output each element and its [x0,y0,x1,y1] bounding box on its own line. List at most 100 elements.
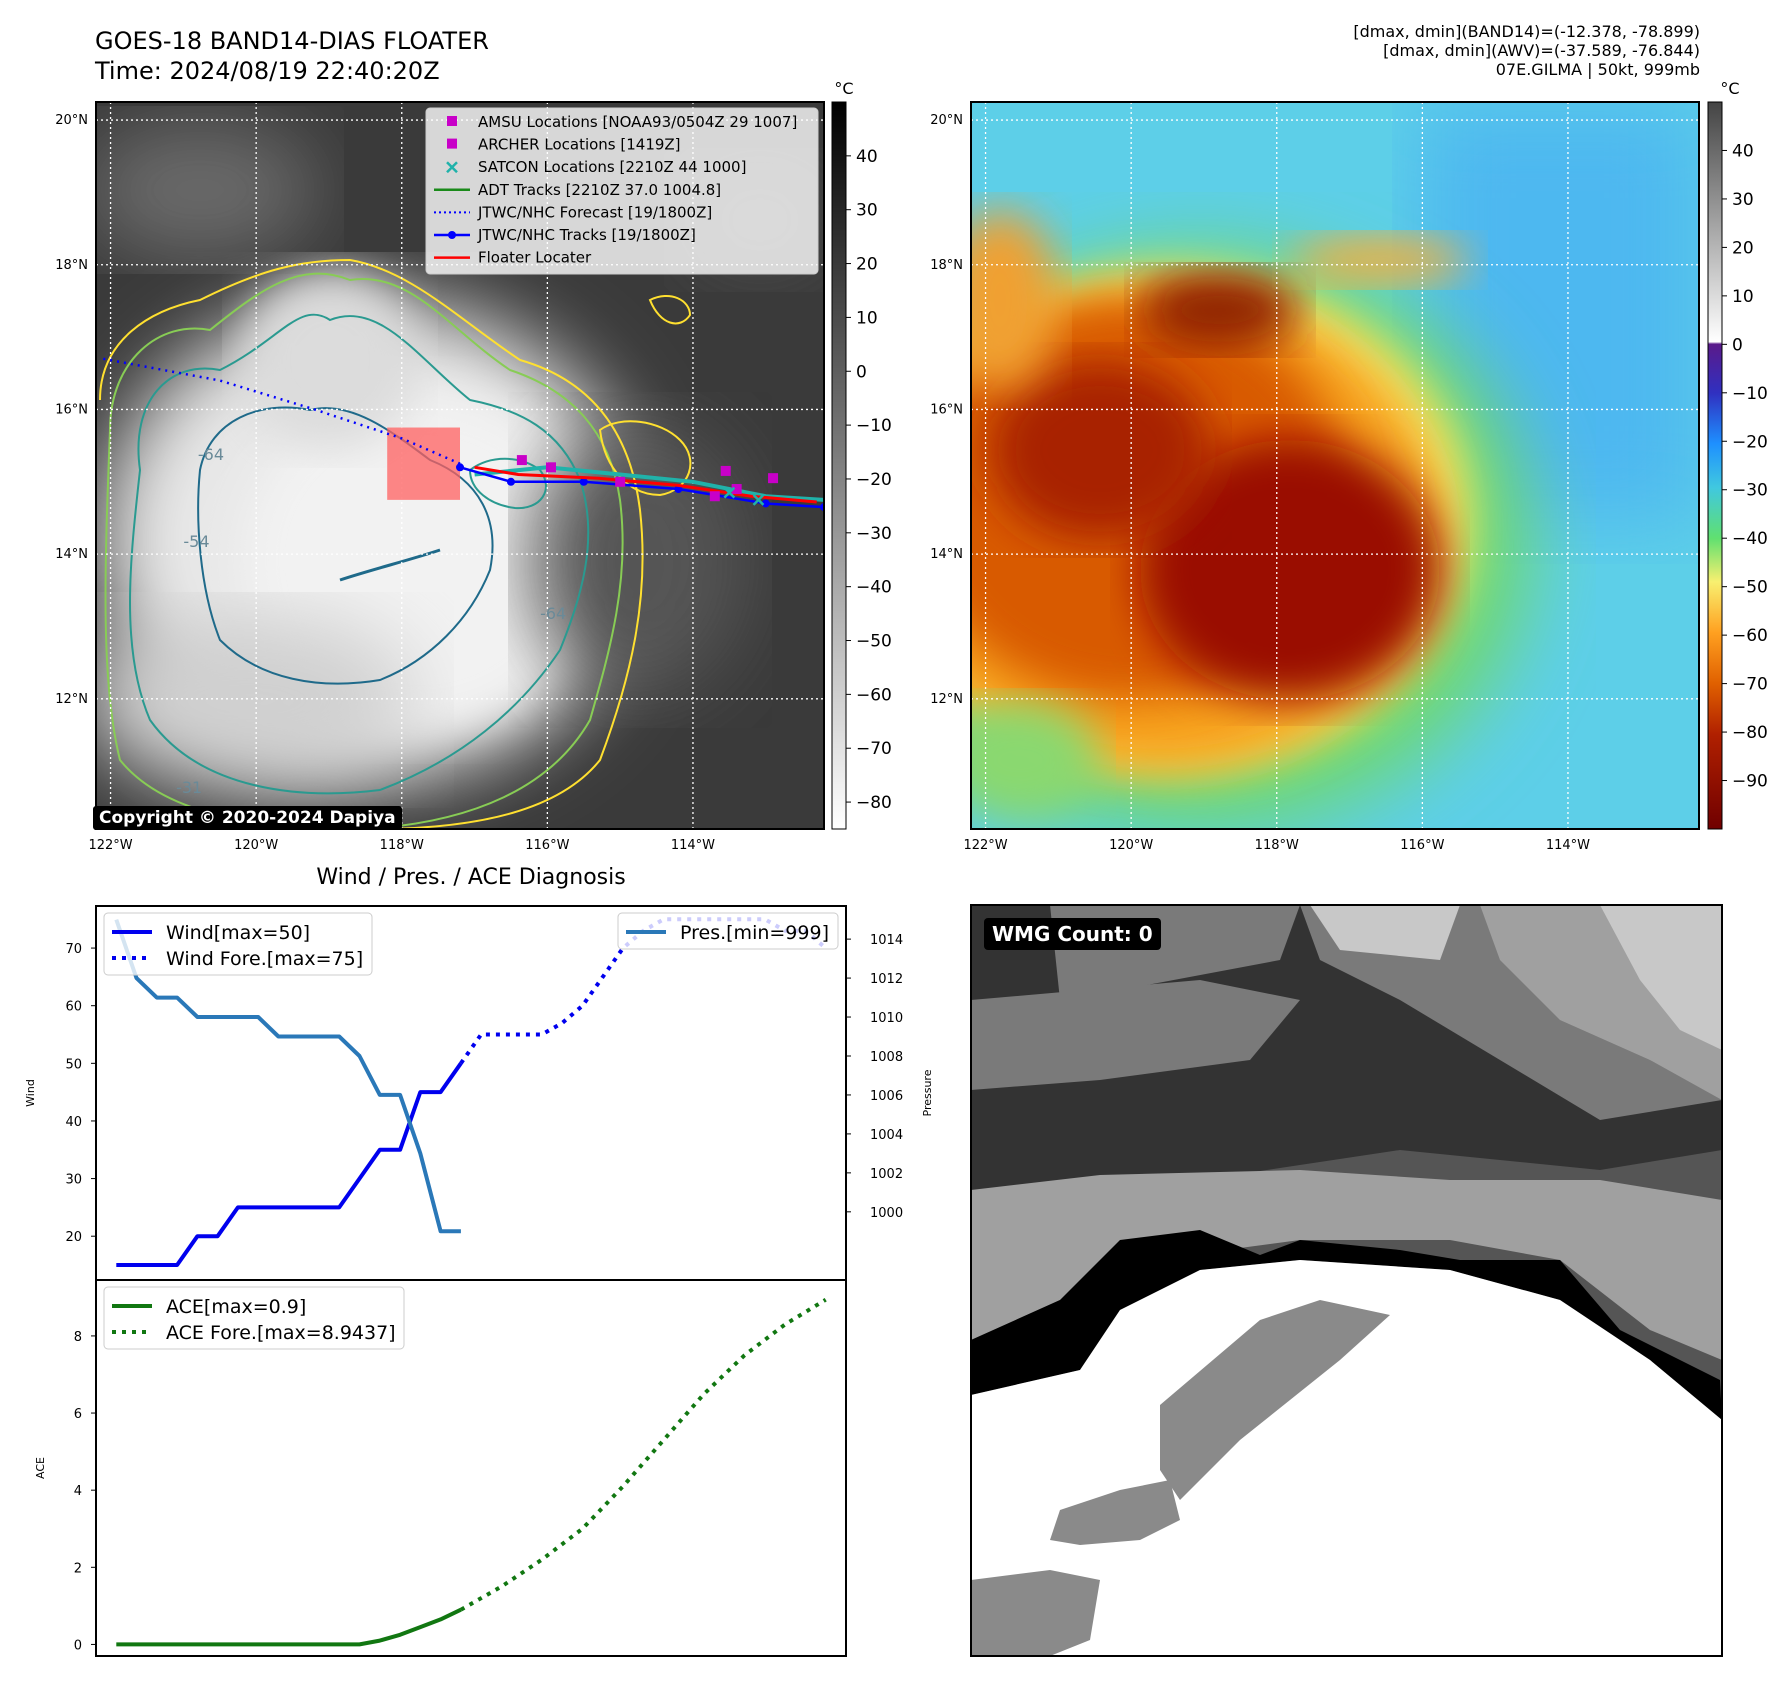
figure-title: GOES-18 BAND14-DIAS FLOATER Time: 2024/08… [95,26,489,86]
amsu-marker [768,473,779,484]
colorbar-tick-label: 20 [856,255,878,275]
lon-tick-label: 118°W [1255,838,1299,853]
colorbar-tick-label: 30 [856,201,878,221]
legend-entry-label: JTWC/NHC Tracks [19/1800Z] [477,226,696,244]
lat-tick-label: 16°N [930,402,963,417]
band14-tracks [103,357,824,512]
lon-tick-label: 122°W [88,838,132,853]
contour-label: -31 [176,778,202,797]
y-tick-label: 2 [74,1561,82,1576]
colorbar-tick-label: −80 [1732,723,1768,743]
y-tick-label: 20 [65,1230,82,1245]
best-track-point [579,477,588,486]
colorbar-tick-label: −70 [856,739,892,759]
y-tick-label: 6 [74,1407,82,1422]
y-tick-label: 70 [65,942,82,957]
title-line-1: GOES-18 BAND14-DIAS FLOATER [95,27,489,55]
legend-box [425,107,819,275]
band14-axis-ticks: 122°W 120°W 118°W 116°W 114°W 20°N 18°N 16°N 14°… [55,113,715,853]
legend-marker [447,116,457,126]
y-tick-label: 60 [65,1000,82,1015]
title-line-2: Time: 2024/08/19 22:40:20Z [95,57,440,85]
amsu-marker [731,484,742,495]
band14-colorbar: °C 40 30 20 10 0 −10 −20 −30 −40 −50 −60 −70 −80 [831,79,892,830]
satcon-marker [723,486,736,499]
wmg-heatmap [971,905,1722,1656]
diagnosis-title: Wind / Pres. / ACE Diagnosis [316,865,625,890]
y-right-tick-label: 1014 [870,933,903,948]
contour-label: -64 [198,445,224,464]
legend-ace-label: ACE[max=0.9] [166,1296,306,1318]
y-right-tick-label: 1004 [870,1128,903,1143]
colorbar-tick-label: −60 [856,685,892,705]
y-tick-label: 30 [65,1173,82,1188]
band14-legend: AMSU Locations [NOAA93/0504Z 29 1007] ARC… [425,107,819,275]
colorbar-tick-label: −10 [856,416,892,436]
ace-axis-label: ACE [34,1457,47,1479]
floater-box [387,427,460,500]
legend-ace-forecast-label: ACE Fore.[max=8.9437] [166,1322,396,1344]
y-right-tick-label: 1010 [870,1011,903,1026]
legend-entry-label: ADT Tracks [2210Z 37.0 1004.8] [478,181,721,199]
legend-marker-dot [448,231,456,239]
colorbar-tick-label: 30 [1732,190,1754,210]
lon-tick-label: 114°W [671,838,715,853]
colorbar-tick-label: 10 [856,308,878,328]
wmg-panel [970,904,1723,1657]
wind-pressure-chart: Wind / Pres. / ACE Diagnosis Wind Pressu… [24,865,934,1281]
wmg-frame [970,904,1723,1657]
lat-tick-label: 14°N [55,547,88,562]
lon-tick-label: 118°W [380,838,424,853]
colorbar-tick-label: −20 [856,470,892,490]
y-right-tick-label: 1002 [870,1167,903,1182]
band14-colorbar-unit: °C [834,79,853,98]
colorbar-tick-label: 40 [1732,141,1754,161]
y-tick-label: 0 [74,1638,82,1653]
awv-axis-ticks: 122°W 120°W 118°W 116°W 114°W 20°N 18°N 16°N 14°… [930,113,1590,853]
colorbar-tick-label: −10 [1732,384,1768,404]
legend-entry-label: SATCON Locations [2210Z 44 1000] [478,158,746,176]
wmg-count-badge: WMG Count: 0 [984,918,1161,950]
awv-field [971,102,1699,829]
colorbar-tick-label: 0 [856,362,867,382]
colorbar-tick-label: −60 [1732,626,1768,646]
lon-tick-label: 122°W [963,838,1007,853]
colorbar-tick-label: −70 [1732,675,1768,695]
y-right-tick-label: 1012 [870,972,903,987]
lat-tick-label: 16°N [55,402,88,417]
y-tick-label: 50 [65,1057,82,1072]
band14-frame [95,101,825,830]
best-track [459,466,824,509]
colorbar-tick-label: 20 [1732,238,1754,258]
colorbar-tick-label: 40 [856,147,878,167]
legend-wind-forecast-label: Wind Fore.[max=75] [166,948,363,970]
y-right-tick-label: 1006 [870,1089,903,1104]
colorbar-tick-label: −30 [1732,481,1768,501]
pressure-axis-label: Pressure [921,1069,934,1116]
band14-clouds [96,120,824,829]
lon-tick-label: 120°W [1109,838,1153,853]
awv-colorbar-unit: °C [1720,79,1739,98]
awv-gridlines [971,102,1699,829]
best-track-point [506,477,515,486]
awv-colorbar-gradient [1707,101,1723,830]
y-tick-label: 40 [65,1115,82,1130]
awv-map: 122°W 120°W 118°W 116°W 114°W 20°N 18°N 16°N 14°… [930,101,1700,853]
legend-entry-label: JTWC/NHC Forecast [19/1800Z] [477,203,712,221]
legend-marker [447,138,457,149]
band14-colorbar-gradient [831,101,847,830]
pressure-legend: Pres.[min=999] [617,912,839,950]
colorbar-tick-label: −40 [1732,529,1768,549]
y-right-tick-label: 1000 [870,1206,903,1221]
amsu-marker [546,462,556,473]
legend-entry-label: AMSU Locations [NOAA93/0504Z 29 1007] [478,113,797,131]
y-tick-label: 4 [74,1484,82,1499]
series-line [116,1062,463,1267]
legend-entry-label: ARCHER Locations [1419Z] [478,136,681,154]
amsu-marker [709,491,720,502]
legend-wind-label: Wind[max=50] [166,922,310,944]
lat-tick-label: 12°N [55,692,88,707]
adt-track [474,465,824,502]
colorbar-tick-label: 10 [1732,287,1754,307]
ace-legend: ACE[max=0.9] ACE Fore.[max=8.9437] [103,1286,405,1350]
